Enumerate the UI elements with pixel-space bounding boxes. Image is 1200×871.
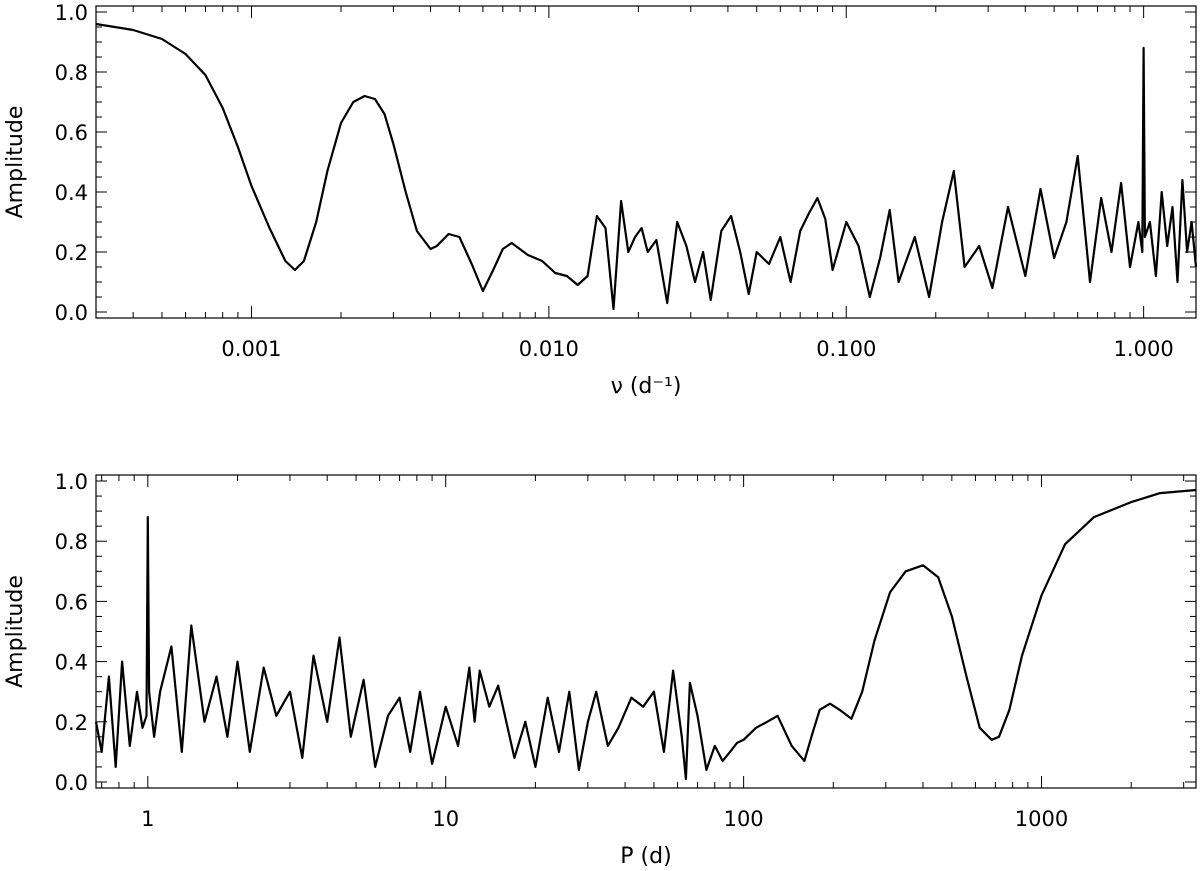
x-tick-label: 100 xyxy=(724,807,764,831)
x-axis-label: P (d) xyxy=(620,844,671,869)
y-axis-label: Amplitude xyxy=(3,106,28,219)
y-tick-label: 1.0 xyxy=(55,470,88,494)
y-tick-label: 1.0 xyxy=(55,1,88,25)
chart-panel-1: 0.0 0.2 0.4 0.6 0.8 1.0 0.001 0.010 0.100 1.000 ν … xyxy=(3,1,1198,399)
y-tick-label: 0.8 xyxy=(55,61,88,85)
x-tick-label: 0.010 xyxy=(519,337,579,361)
y-tick-label: 0.6 xyxy=(55,590,88,614)
amplitude-series-line xyxy=(94,488,1197,781)
x-tick-label: 1 xyxy=(141,807,154,831)
y-tick-label: 0.6 xyxy=(55,121,88,145)
x-tick-label: 1.000 xyxy=(1114,337,1174,361)
y-tick-label: 0.2 xyxy=(55,241,88,265)
y-tick-label: 0.4 xyxy=(55,651,88,675)
x-tick-label: 1000 xyxy=(1015,807,1068,831)
y-tick-label: 0.0 xyxy=(55,301,88,325)
panels-group: 0.00.20.40.60.81.00.001 0.010 0.100 1.000ν … xyxy=(3,1,1198,869)
y-tick-label: 0.2 xyxy=(55,711,88,735)
amplitude-series-line xyxy=(95,22,1198,311)
y-tick-label: 0.0 xyxy=(55,771,88,795)
chart-panel-2: 0.0 0.2 0.4 0.6 0.8 1.0 1 10 100 1000 P (d) Amplitu… xyxy=(3,470,1197,869)
x-tick-label: 10 xyxy=(432,807,459,831)
x-tick-label: 0.100 xyxy=(816,337,876,361)
y-tick-label: 0.4 xyxy=(55,181,88,205)
y-tick-label: 0.8 xyxy=(55,530,88,554)
x-tick-label: 0.001 xyxy=(221,337,281,361)
x-axis-label: ν (d⁻¹) xyxy=(611,374,682,399)
y-axis-label: Amplitude xyxy=(3,575,28,688)
